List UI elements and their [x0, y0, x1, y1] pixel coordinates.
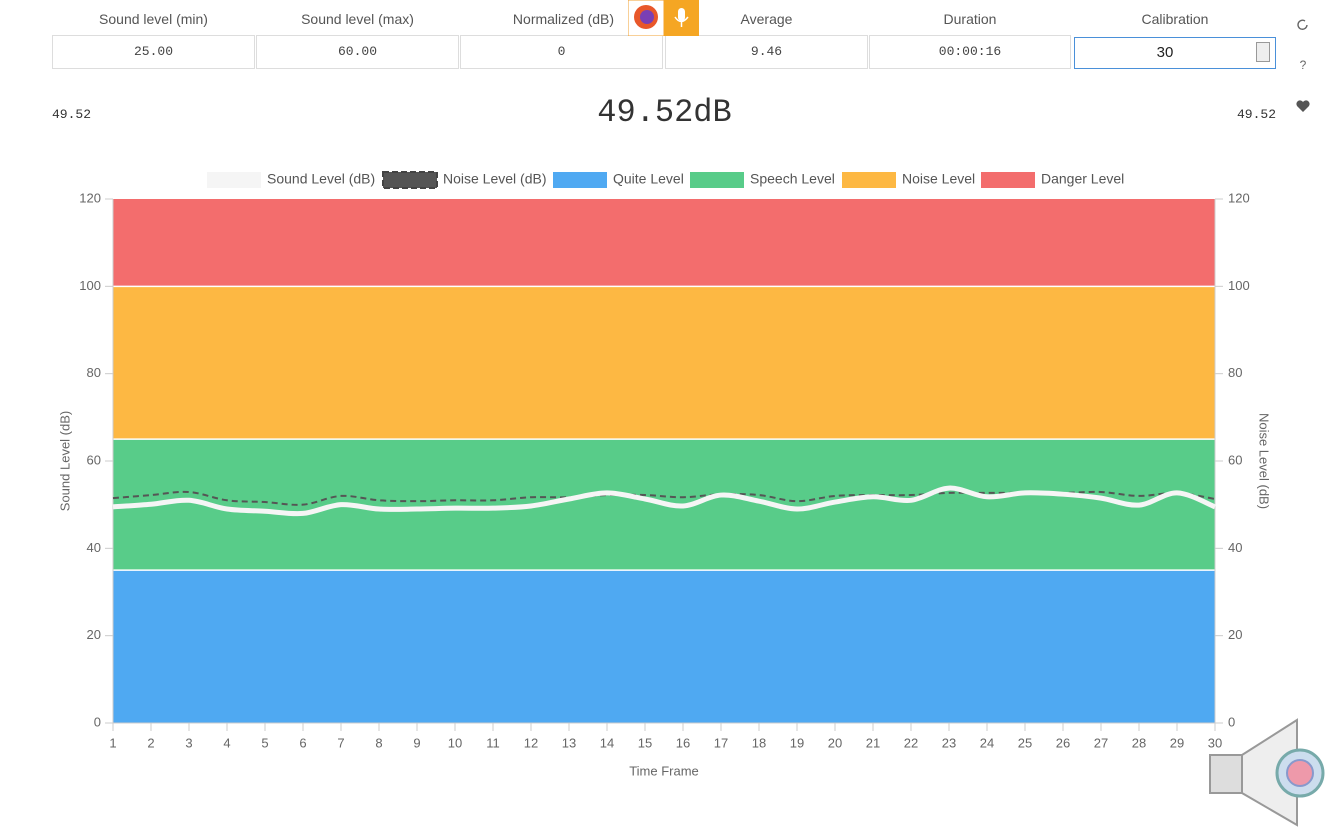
- x-tick-label: 18: [752, 735, 766, 750]
- mic-icon: [678, 8, 685, 21]
- x-axis-title: Time Frame: [629, 763, 699, 778]
- y2-tick-label: 80: [1228, 365, 1242, 380]
- x-tick-label: 2: [147, 735, 154, 750]
- column-header: Normalized (dB): [512, 11, 615, 27]
- x-tick-label: 3: [185, 735, 192, 750]
- legend-label: Sound Level (dB): [267, 171, 375, 187]
- y2-tick-label: 120: [1228, 190, 1250, 205]
- x-tick-label: 9: [413, 735, 420, 750]
- legend-label: Danger Level: [1041, 171, 1124, 187]
- y-tick-label: 100: [79, 278, 101, 293]
- refresh-icon[interactable]: [1297, 19, 1308, 30]
- x-tick-label: 23: [942, 735, 956, 750]
- readout-main: 49.52dB: [597, 94, 732, 131]
- source-buttons: [628, 0, 699, 36]
- x-tick-label: 1: [109, 735, 116, 750]
- y-tick-label: 20: [87, 627, 101, 642]
- x-tick-label: 4: [223, 735, 230, 750]
- x-tick-label: 25: [1018, 735, 1032, 750]
- browser-icon-inner: [640, 10, 654, 24]
- x-tick-label: 29: [1170, 735, 1184, 750]
- column-header: Duration: [943, 11, 997, 27]
- y2-tick-label: 100: [1228, 278, 1250, 293]
- x-tick-label: 19: [790, 735, 804, 750]
- stat-value: 60.00: [256, 35, 459, 69]
- y2-axis-title: Noise Level (dB): [1257, 413, 1272, 509]
- x-tick-label: 13: [562, 735, 576, 750]
- series-line: [112, 490, 1216, 506]
- x-tick-label: 15: [638, 735, 652, 750]
- legend-swatch: [842, 172, 896, 188]
- x-tick-label: 26: [1056, 735, 1070, 750]
- x-tick-label: 8: [375, 735, 382, 750]
- side-icons: ?: [1296, 19, 1310, 112]
- y2-tick-label: 40: [1228, 540, 1242, 555]
- column-header: Sound level (max): [301, 11, 414, 27]
- stat-value: 25.00: [52, 35, 255, 69]
- legend-label: Quite Level: [613, 171, 684, 187]
- series-line: [112, 485, 1216, 517]
- level-band: [113, 286, 1215, 440]
- stat-value: 0: [460, 35, 663, 69]
- x-tick-label: 17: [714, 735, 728, 750]
- readout-left: 49.52: [52, 107, 92, 122]
- x-tick-label: 27: [1094, 735, 1108, 750]
- x-tick-label: 7: [337, 735, 344, 750]
- legend-label: Speech Level: [750, 171, 835, 187]
- y-tick-label: 40: [87, 540, 101, 555]
- level-band: [113, 570, 1215, 723]
- x-tick-label: 6: [299, 735, 306, 750]
- legend-swatch: [207, 172, 261, 188]
- y2-tick-label: 0: [1228, 714, 1235, 729]
- legend-label: Noise Level: [902, 171, 975, 187]
- x-tick-label: 20: [828, 735, 842, 750]
- legend-swatch: [382, 171, 438, 189]
- x-tick-label: 21: [866, 735, 880, 750]
- x-tick-label: 11: [486, 735, 500, 750]
- legend-swatch: [553, 172, 607, 188]
- x-tick-label: 28: [1132, 735, 1146, 750]
- x-tick-label: 16: [676, 735, 690, 750]
- x-tick-label: 10: [448, 735, 462, 750]
- x-tick-label: 5: [261, 735, 268, 750]
- x-tick-label: 12: [524, 735, 538, 750]
- calibration-input[interactable]: 30: [1074, 37, 1276, 69]
- column-header: Sound level (min): [99, 11, 208, 27]
- y-axis-title: Sound Level (dB): [57, 411, 72, 511]
- speaker-dial-inner: [1286, 759, 1314, 787]
- stat-value: 9.46: [665, 35, 868, 69]
- y-tick-label: 80: [87, 365, 101, 380]
- legend-label: Noise Level (dB): [443, 171, 547, 187]
- speaker-cone: [1241, 718, 1298, 827]
- help-icon[interactable]: ?: [1300, 58, 1307, 72]
- y2-tick-label: 60: [1228, 452, 1242, 467]
- legend-swatch: [981, 172, 1035, 188]
- readout-right: 49.52: [1236, 107, 1276, 122]
- y2-tick-label: 20: [1228, 627, 1242, 642]
- y-tick-label: 0: [94, 714, 101, 729]
- speaker-widget[interactable]: [1205, 715, 1329, 830]
- legend-swatch: [690, 172, 744, 188]
- y-tick-label: 60: [87, 452, 101, 467]
- column-header: Calibration: [1141, 11, 1209, 27]
- x-tick-label: 30: [1208, 735, 1222, 750]
- y-tick-label: 120: [79, 190, 101, 205]
- mic-stand: [674, 16, 689, 27]
- speaker-body: [1209, 754, 1243, 794]
- level-band: [113, 199, 1215, 287]
- spinner[interactable]: [1256, 42, 1270, 62]
- x-tick-label: 22: [904, 735, 918, 750]
- x-tick-label: 24: [980, 735, 994, 750]
- column-header: Average: [740, 11, 793, 27]
- heart-icon[interactable]: [1296, 100, 1310, 112]
- stat-value: 00:00:16: [869, 35, 1071, 69]
- x-tick-label: 14: [600, 735, 614, 750]
